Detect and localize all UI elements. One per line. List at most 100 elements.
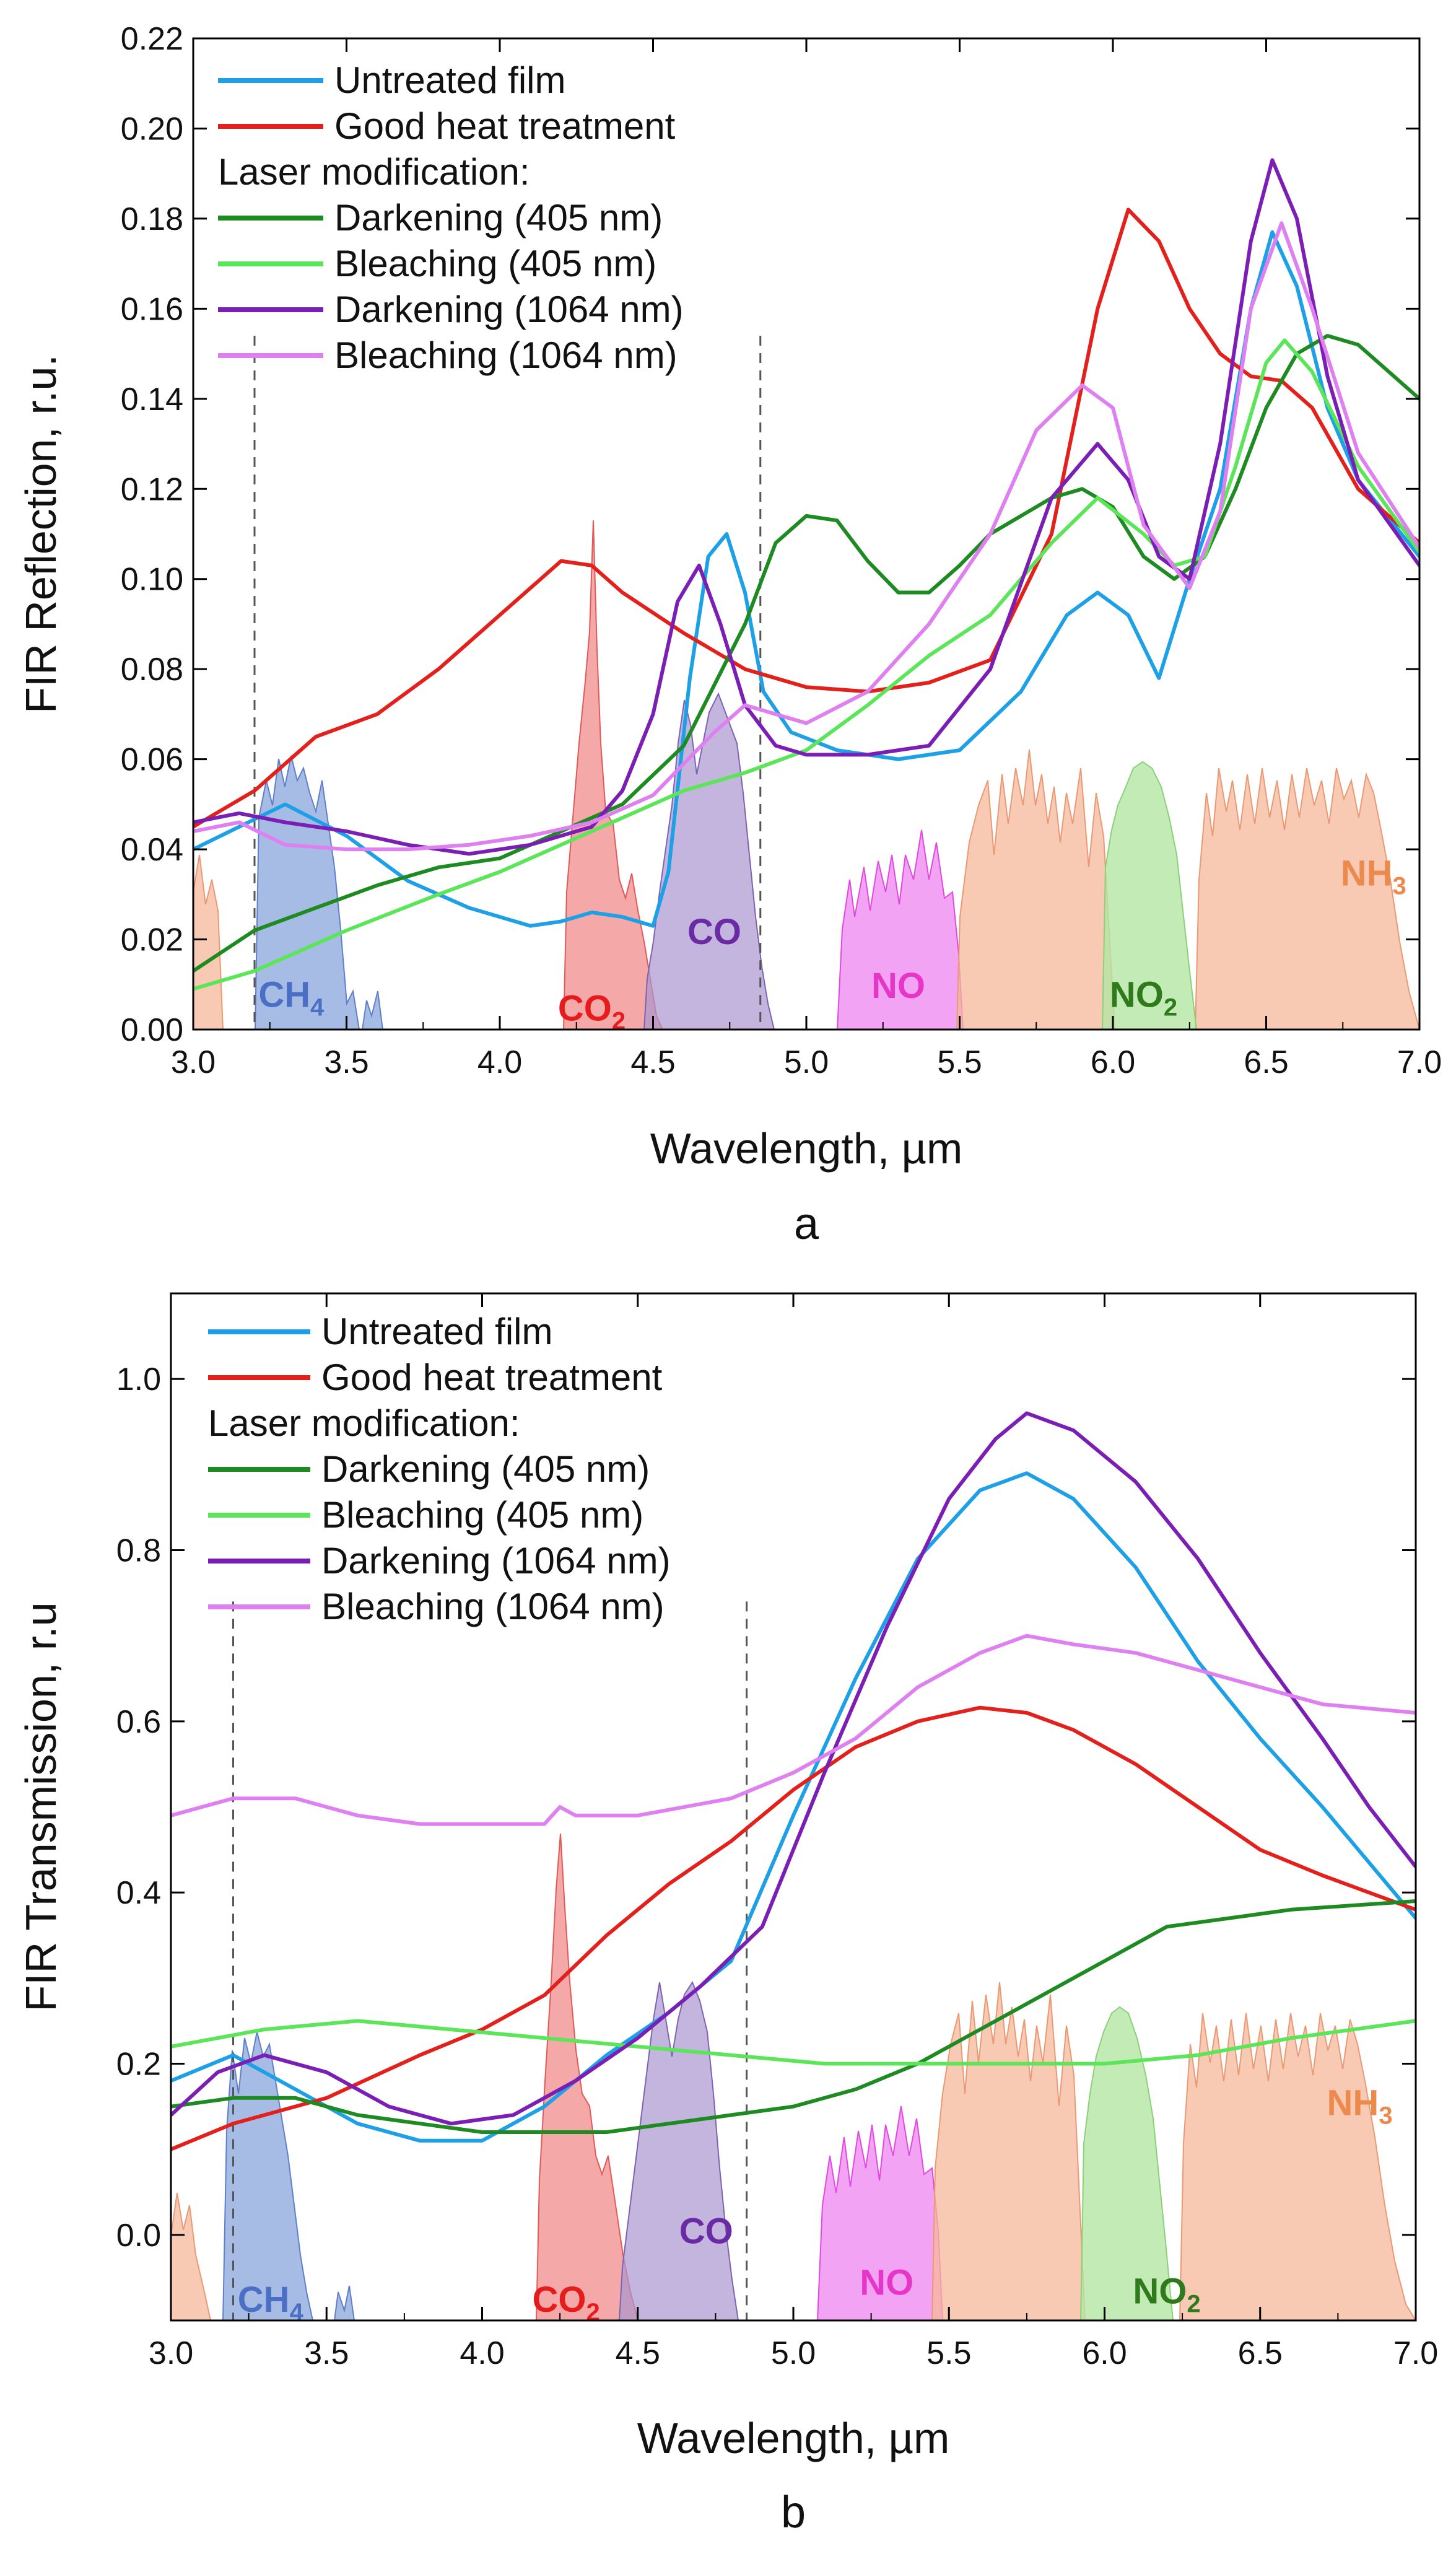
- legend-entry: Darkening (405 nm): [334, 197, 663, 238]
- series-line-4: [171, 2019, 1416, 2066]
- legend-heading: Laser modification:: [208, 1402, 520, 1444]
- y-tick-label: 0.8: [116, 1533, 161, 1569]
- x-tick-label: 3.0: [171, 1044, 216, 1080]
- x-tick-label: 7.0: [1397, 1044, 1442, 1080]
- nh3-band: [931, 1982, 1416, 2320]
- y-tick-label: 0.0: [116, 2218, 161, 2254]
- y-tick-label: 0.08: [121, 652, 183, 688]
- series-line-2: [193, 208, 1419, 829]
- gas-label-1: CH4: [238, 2280, 304, 2326]
- gas-labels: CH4 CO2 CO NO NO2 NH3: [238, 2083, 1393, 2326]
- x-tick-label: 5.0: [771, 2335, 816, 2371]
- legend-entry: Good heat treatment: [334, 105, 676, 147]
- gas-absorption-bands: [171, 1833, 1416, 2320]
- no-band: [816, 2106, 944, 2320]
- x-tick-label: 4.0: [460, 2335, 504, 2371]
- series-line-6: [193, 221, 1419, 852]
- nh3-band: [956, 749, 1419, 1030]
- y-axis-ticks: 0.0 0.2 0.4 0.6 0.8 1.0: [116, 1362, 1416, 2254]
- co2-band: [535, 1833, 639, 2320]
- y-axis-title: FIR Transmission, r.u: [17, 1602, 65, 2011]
- legend-entry: Darkening (1064 nm): [334, 289, 684, 330]
- gas-label-4: NO: [860, 2263, 913, 2303]
- panel-label-a: a: [794, 1199, 819, 1249]
- gas-label-2: CO2: [558, 988, 626, 1034]
- x-tick-label: 6.0: [1091, 1044, 1135, 1080]
- y-tick-label: 0.12: [121, 471, 183, 507]
- legend-entry: Bleaching (405 nm): [321, 1494, 643, 1536]
- y-tick-label: 1.0: [116, 1362, 161, 1397]
- y-tick-label: 0.14: [121, 382, 183, 418]
- x-tick-label: 5.5: [937, 1044, 982, 1080]
- gas-label-6: NH3: [1341, 853, 1406, 899]
- transmission-series: [171, 1411, 1416, 2151]
- x-tick-label: 6.0: [1082, 2335, 1127, 2371]
- series-line-5: [171, 1411, 1416, 2126]
- co-band: [618, 1980, 739, 2320]
- co-band: [643, 692, 775, 1030]
- x-axis-ticks: 3.0 3.5 4.0 4.5 5.0 5.5 6.0 6.5 7.0: [149, 1293, 1438, 2371]
- gas-label-3: CO: [687, 912, 741, 952]
- gas-label-4: NO: [871, 966, 925, 1006]
- x-tick-label: 7.0: [1393, 2335, 1438, 2371]
- gas-label-5: NO2: [1133, 2271, 1200, 2317]
- x-tick-label: 5.0: [784, 1044, 829, 1080]
- y-tick-label: 0.20: [121, 111, 183, 147]
- gas-label-1: CH4: [258, 975, 325, 1021]
- co2-band: [562, 520, 664, 1030]
- no2-band: [1079, 2006, 1174, 2320]
- gas-label-2: CO2: [533, 2280, 600, 2326]
- panel-a-reflection-chart: CH4 CO2 CO NO NO2 NH3 3.0 3.5 4.0 4.5 5.0 5.5 6.0 6.…: [17, 21, 1442, 1249]
- gas-label-6: NH3: [1327, 2083, 1393, 2129]
- y-tick-label: 0.6: [116, 1704, 161, 1740]
- y-tick-label: 0.22: [121, 21, 183, 57]
- series-line-3: [193, 334, 1419, 973]
- panel-label-b: b: [781, 2488, 806, 2537]
- no-band: [836, 829, 964, 1030]
- x-axis-title: Wavelength, µm: [637, 2414, 950, 2462]
- y-tick-label: 0.00: [121, 1012, 183, 1048]
- series-line-6: [171, 1633, 1416, 1826]
- x-tick-label: 5.5: [926, 2335, 971, 2371]
- reflection-series: [193, 158, 1419, 991]
- y-tick-label: 0.06: [121, 742, 183, 778]
- y-tick-label: 0.02: [121, 922, 183, 958]
- series-line-1: [171, 1471, 1416, 2143]
- x-tick-label: 6.5: [1244, 1044, 1288, 1080]
- x-axis-ticks: 3.0 3.5 4.0 4.5 5.0 5.5 6.0 6.5 7.0: [171, 38, 1442, 1080]
- y-axis-title: FIR Reflection, r.u.: [17, 354, 65, 714]
- y-axis-ticks: 0.00 0.02 0.04 0.06 0.08 0.10 0.12 0.14 0.16 0.18…: [121, 21, 1419, 1048]
- gas-label-3: CO: [679, 2211, 733, 2252]
- y-tick-label: 0.16: [121, 291, 183, 327]
- nh3-band-low: [193, 854, 224, 1030]
- x-tick-label: 3.5: [304, 2335, 349, 2371]
- gas-absorption-bands: [193, 520, 1419, 1030]
- x-tick-label: 4.5: [630, 1044, 675, 1080]
- gas-label-5: NO2: [1110, 975, 1177, 1021]
- legend-entry: Darkening (405 nm): [321, 1448, 650, 1490]
- legend-entry: Bleaching (405 nm): [334, 243, 656, 284]
- x-tick-label: 3.0: [149, 2335, 193, 2371]
- legend-entry: Darkening (1064 nm): [321, 1540, 671, 1581]
- dashed-guide-lines: [232, 1601, 748, 2320]
- legend-entry: Good heat treatment: [321, 1357, 663, 1398]
- ch4-band: [222, 2031, 355, 2320]
- panel-b-transmission-chart: CH4 CO2 CO NO NO2 NH3 3.0 3.5 4.0 4.5 5.0 5.5 6.0 6.…: [17, 1292, 1438, 2537]
- legend-entry: Bleaching (1064 nm): [321, 1586, 665, 1627]
- x-axis-title: Wavelength, µm: [650, 1124, 963, 1173]
- series-line-5: [193, 158, 1419, 856]
- no2-band: [1101, 761, 1198, 1030]
- x-tick-label: 4.0: [477, 1044, 522, 1080]
- legend-entry: Untreated film: [321, 1311, 552, 1352]
- series-line-3: [171, 1899, 1416, 2134]
- x-tick-label: 3.5: [324, 1044, 368, 1080]
- x-tick-label: 6.5: [1238, 2335, 1283, 2371]
- y-tick-label: 0.4: [116, 1875, 161, 1911]
- series-line-2: [171, 1705, 1416, 2151]
- y-tick-label: 0.18: [121, 201, 183, 237]
- legend-heading: Laser modification:: [218, 151, 530, 193]
- series-line-4: [193, 338, 1419, 991]
- y-tick-label: 0.10: [121, 562, 183, 598]
